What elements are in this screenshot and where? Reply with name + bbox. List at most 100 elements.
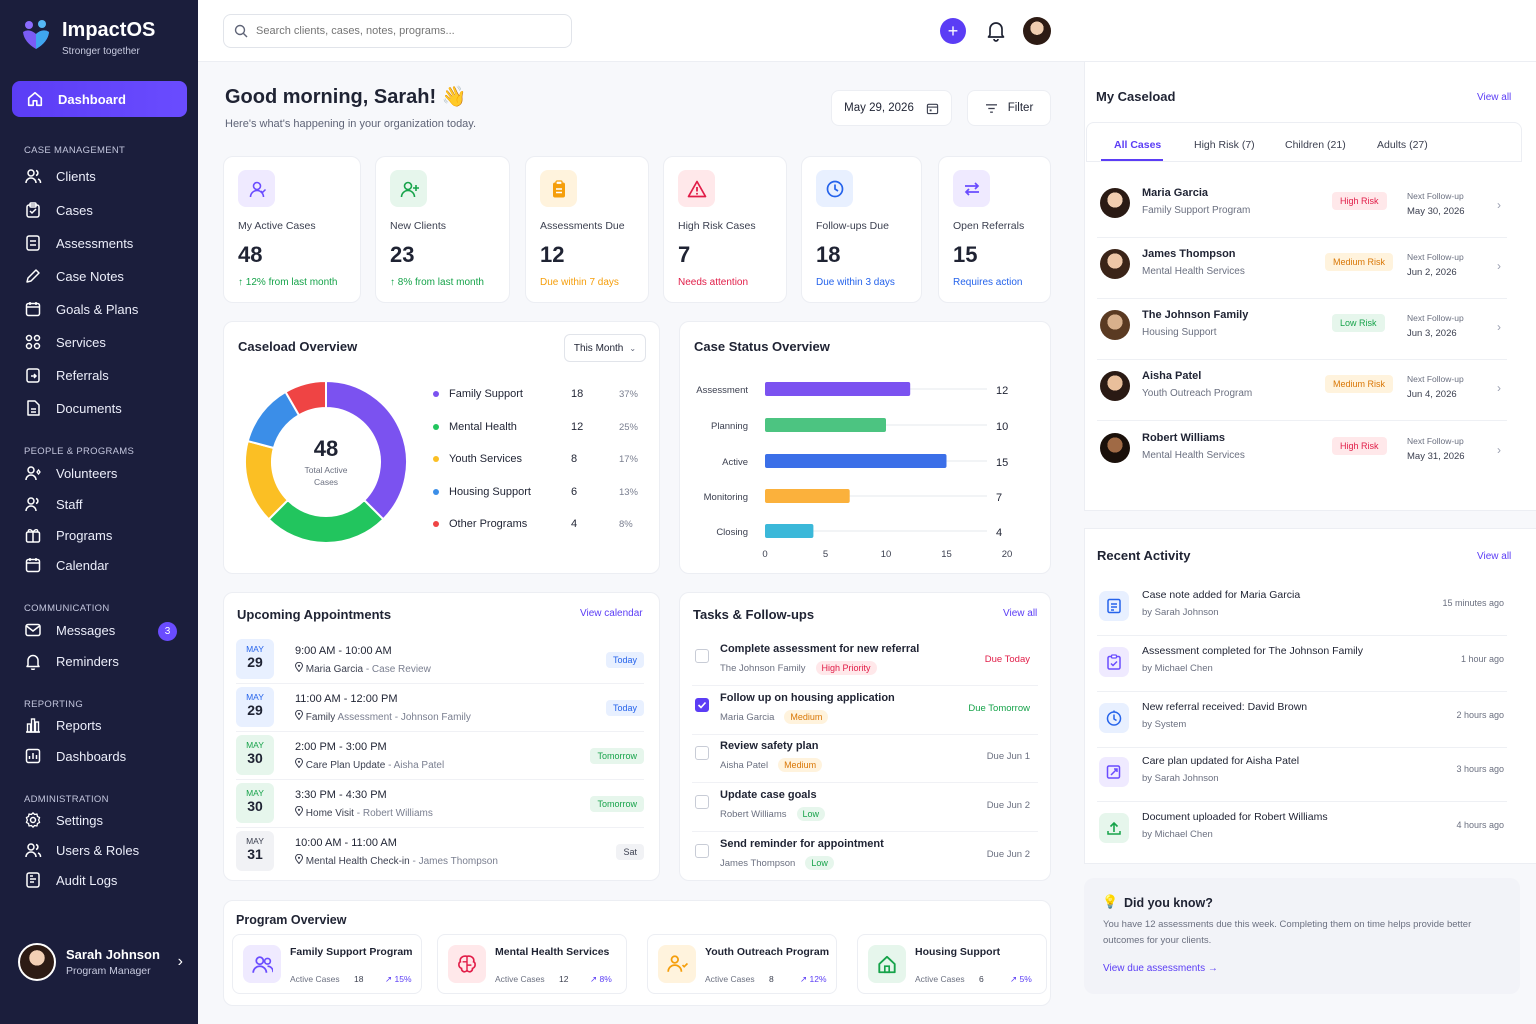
filter-button[interactable]: Filter: [967, 90, 1051, 126]
task-row[interactable]: Complete assessment for new referral The …: [694, 641, 1036, 681]
task-checkbox[interactable]: [695, 746, 709, 760]
nav-item-assessments[interactable]: Assessments: [24, 232, 133, 254]
stat-card-high-risk-cases[interactable]: High Risk Cases 7 Needs attention: [663, 156, 787, 303]
bar-closing[interactable]: [765, 524, 814, 538]
appointment-row[interactable]: MAY 29 11:00 AM - 12:00 PM Family Assessme…: [236, 687, 644, 727]
nav-item-settings[interactable]: Settings: [24, 809, 103, 831]
appointment-row[interactable]: MAY 29 9:00 AM - 10:00 AM Maria Garcia - C…: [236, 639, 644, 679]
task-checkbox[interactable]: [695, 795, 709, 809]
view-calendar-link[interactable]: View calendar: [580, 608, 643, 619]
tab-children[interactable]: Children (21): [1285, 139, 1346, 151]
view-due-assessments-link[interactable]: View due assessments →: [1103, 963, 1218, 974]
caseload-row[interactable]: The Johnson Family Housing Support Low Ris…: [1097, 302, 1507, 354]
donut-slice-youth-services[interactable]: [244, 439, 290, 521]
caseload-row[interactable]: Maria Garcia Family Support Program High R…: [1097, 180, 1507, 232]
chevron-right-icon[interactable]: ›: [1497, 259, 1501, 273]
task-row[interactable]: Update case goals Robert Williams Low Due J…: [694, 787, 1036, 827]
category-label: Planning: [711, 421, 748, 432]
nav-item-volunteers[interactable]: Volunteers: [24, 462, 117, 484]
brand[interactable]: ImpactOS Stronger together: [20, 18, 155, 57]
chevron-right-icon[interactable]: ›: [1497, 320, 1501, 334]
x-tick-label: 5: [823, 549, 828, 560]
view-all-activity-link[interactable]: View all: [1477, 551, 1512, 562]
tab-adults[interactable]: Adults (27): [1377, 139, 1428, 151]
add-button[interactable]: +: [940, 18, 966, 44]
nav-item-reminders[interactable]: Reminders: [24, 650, 119, 672]
tab-all-cases[interactable]: All Cases: [1114, 139, 1162, 151]
tab-high-risk[interactable]: High Risk (7): [1194, 139, 1255, 151]
chevron-right-icon[interactable]: ›: [1497, 381, 1501, 395]
caseload-row[interactable]: Robert Williams Mental Health Services Hig…: [1097, 425, 1507, 477]
appointment-tag: Today: [605, 652, 644, 668]
search-bar[interactable]: [223, 14, 572, 48]
program-card[interactable]: Family Support Program Active Cases 18 ↗ 15…: [232, 934, 422, 994]
stat-card-assessments-due[interactable]: Assessments Due 12 Due within 7 days: [525, 156, 649, 303]
caseload-row[interactable]: Aisha Patel Youth Outreach Program Medium …: [1097, 363, 1507, 415]
bar-planning[interactable]: [765, 418, 886, 432]
bell-icon[interactable]: [986, 20, 1006, 42]
task-row[interactable]: Review safety plan Aisha Patel Medium Due J…: [694, 738, 1036, 778]
task-checkbox[interactable]: [695, 649, 709, 663]
view-all-caseload-link[interactable]: View all: [1477, 92, 1512, 103]
nav-item-staff[interactable]: Staff: [24, 493, 83, 515]
nav-section-title: ADMINISTRATION: [24, 794, 109, 805]
caseload-row[interactable]: James Thompson Mental Health Services Medi…: [1097, 241, 1507, 293]
date-picker[interactable]: May 29, 2026: [831, 90, 952, 126]
task-checkbox[interactable]: [695, 698, 709, 712]
activity-item[interactable]: New referral received: David Brown by Sys…: [1097, 698, 1507, 742]
nav-item-messages[interactable]: Messages: [24, 619, 115, 641]
stat-card-new-clients[interactable]: New Clients 23 ↑ 8% from last month: [375, 156, 510, 303]
client-program: Mental Health Services: [1142, 266, 1245, 277]
bar-assessment[interactable]: [765, 382, 911, 396]
nav-item-dashboards[interactable]: Dashboards: [24, 745, 126, 767]
appointment-tag: Today: [605, 700, 644, 716]
legend-percent: 8%: [619, 518, 633, 530]
program-card[interactable]: Youth Outreach Program Active Cases 8 ↗ 12%: [647, 934, 837, 994]
period-select[interactable]: This Month ⌄: [564, 334, 646, 362]
nav-item-audit-logs[interactable]: Audit Logs: [24, 869, 117, 891]
stat-card-open-referrals[interactable]: Open Referrals 15 Requires action: [938, 156, 1051, 303]
nav-item-dashboard[interactable]: Dashboard: [12, 81, 187, 117]
activity-item[interactable]: Document uploaded for Robert Williams by …: [1097, 808, 1507, 852]
stat-card-follow-ups-due[interactable]: Follow-ups Due 18 Due within 3 days: [801, 156, 922, 303]
program-card[interactable]: Housing Support Active Cases 6 ↗ 5%: [857, 934, 1047, 994]
task-row[interactable]: Send reminder for appointment James Thomp…: [694, 836, 1036, 876]
donut-slice-family-support[interactable]: [325, 380, 408, 521]
program-card[interactable]: Mental Health Services Active Cases 12 ↗ 8%: [437, 934, 627, 994]
nav-item-programs[interactable]: Programs: [24, 524, 112, 546]
appointment-row[interactable]: MAY 31 10:00 AM - 11:00 AM Mental Health C…: [236, 831, 644, 871]
nav-item-goals-plans[interactable]: Goals & Plans: [24, 298, 138, 320]
task-title: Complete assessment for new referral: [720, 643, 920, 655]
donut-slice-mental-health[interactable]: [267, 498, 385, 544]
chevron-right-icon[interactable]: ›: [1497, 443, 1501, 457]
nav-item-label: Goals & Plans: [56, 301, 139, 317]
nav-item-users-roles[interactable]: Users & Roles: [24, 839, 139, 861]
nav-item-case-notes[interactable]: Case Notes: [24, 265, 124, 287]
appointment-row[interactable]: MAY 30 3:30 PM - 4:30 PM Home Visit - Robe…: [236, 783, 644, 823]
activity-item[interactable]: Case note added for Maria Garcia by Sarah…: [1097, 586, 1507, 630]
nav-item-reports[interactable]: Reports: [24, 714, 102, 736]
task-checkbox[interactable]: [695, 844, 709, 858]
user-avatar[interactable]: [1023, 17, 1051, 45]
task-due: Due Tomorrow: [968, 703, 1030, 714]
appointment-row[interactable]: MAY 30 2:00 PM - 3:00 PM Care Plan Update …: [236, 735, 644, 775]
chevron-right-icon[interactable]: ›: [1497, 198, 1501, 212]
bar-monitoring[interactable]: [765, 489, 850, 503]
user-profile[interactable]: Sarah Johnson Program Manager ›: [18, 943, 183, 981]
task-row[interactable]: Follow up on housing application Maria Ga…: [694, 690, 1036, 730]
nav-item-clients[interactable]: Clients: [24, 165, 96, 187]
stat-card-my-active-cases[interactable]: My Active Cases 48 ↑ 12% from last month: [223, 156, 361, 303]
bar-active[interactable]: [765, 454, 947, 468]
card-title: Recent Activity: [1097, 548, 1191, 563]
nav-item-label: Settings: [56, 812, 103, 828]
nav-item-referrals[interactable]: Referrals: [24, 364, 109, 386]
nav-item-services[interactable]: Services: [24, 331, 106, 353]
search-input[interactable]: [256, 25, 556, 37]
donut-slice-other-programs[interactable]: [284, 380, 327, 417]
nav-item-documents[interactable]: Documents: [24, 397, 122, 419]
activity-item[interactable]: Assessment completed for The Johnson Fam…: [1097, 642, 1507, 686]
view-all-tasks-link[interactable]: View all: [1003, 608, 1038, 619]
activity-item[interactable]: Care plan updated for Aisha Patel by Sara…: [1097, 752, 1507, 796]
nav-item-cases[interactable]: Cases: [24, 199, 93, 221]
nav-item-calendar[interactable]: Calendar: [24, 554, 109, 576]
